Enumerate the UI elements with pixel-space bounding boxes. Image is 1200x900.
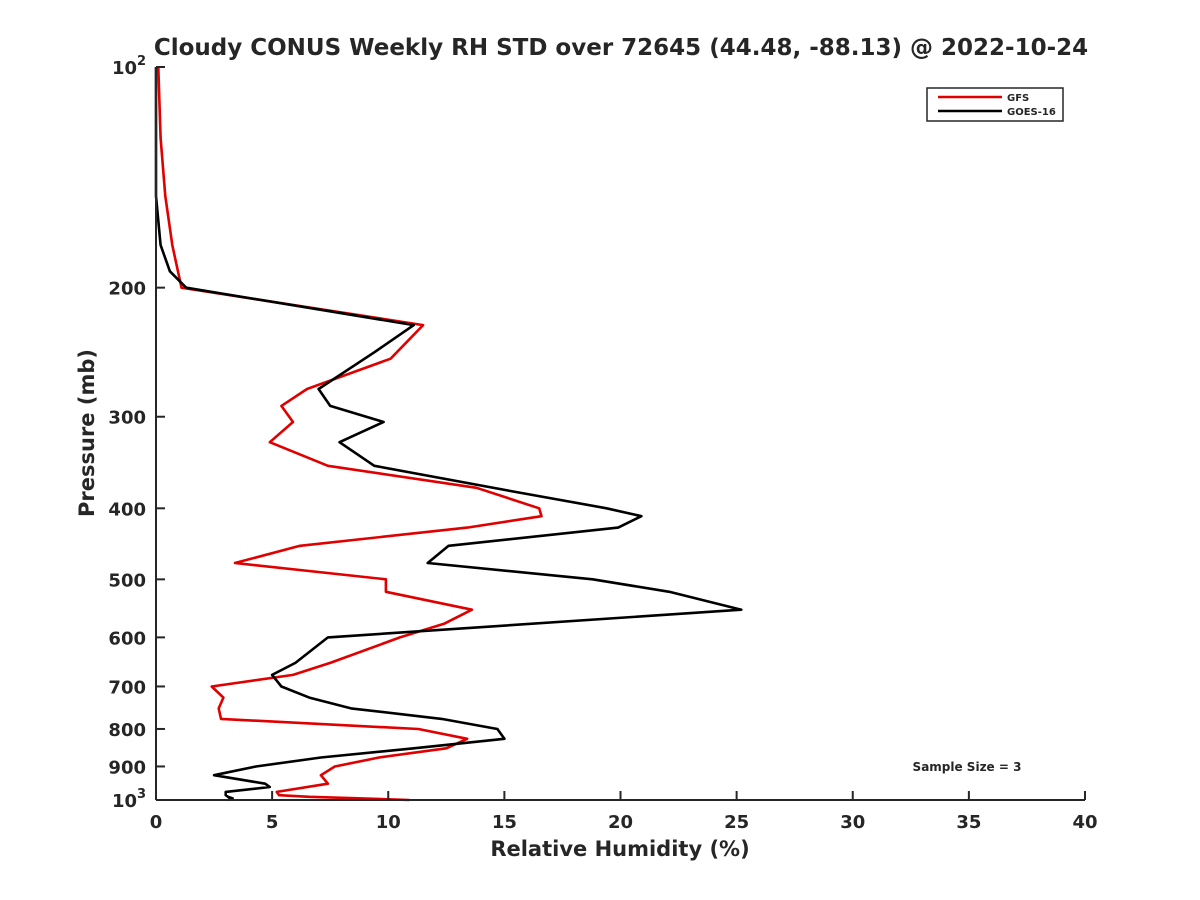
x-tick-label: 15 [492, 812, 517, 833]
y-tick-label: 900 [108, 757, 146, 778]
y-axis-label: Pressure (mb) [75, 349, 99, 517]
legend-label-gfs: GFS [1007, 93, 1029, 104]
x-tick-label: 0 [150, 812, 163, 833]
y-tick-label: 600 [108, 628, 146, 649]
legend: GFS GOES-16 [926, 87, 1064, 122]
x-tick-label: 5 [266, 812, 279, 833]
series-line-goes-16 [154, 67, 743, 802]
x-tick-labels: 0 5 10 15 20 25 30 35 40 [150, 812, 1098, 833]
y-tick-label: 500 [108, 570, 146, 591]
y-tick-exponent: 3 [137, 787, 146, 802]
x-tick-label: 40 [1072, 812, 1097, 833]
y-tick-label: 10 [112, 791, 137, 812]
y-tick-label: 800 [108, 720, 146, 741]
legend-label-goes16: GOES-16 [1007, 107, 1056, 118]
x-tick-label: 20 [608, 812, 633, 833]
x-tick-label: 10 [376, 812, 401, 833]
x-tick-label: 35 [956, 812, 981, 833]
y-tick-exponent: 2 [137, 54, 146, 69]
x-tick-label: 30 [840, 812, 865, 833]
x-tick-label: 25 [724, 812, 749, 833]
legend-box [926, 87, 1064, 122]
y-tick-label: 700 [108, 677, 146, 698]
y-tick-label: 400 [108, 499, 146, 520]
chart-title: Cloudy CONUS Weekly RH STD over 72645 (4… [154, 35, 1088, 61]
y-tick-label: 200 [108, 279, 146, 300]
series-lines [154, 66, 743, 802]
y-tick-label: 10 [112, 58, 137, 79]
sample-size-annotation: Sample Size = 3 [913, 760, 1022, 774]
axes-frame [155, 66, 1086, 801]
x-axis-label: Relative Humidity (%) [490, 837, 749, 861]
series-line-gfs [157, 66, 543, 802]
y-tick-label: 300 [108, 408, 146, 429]
